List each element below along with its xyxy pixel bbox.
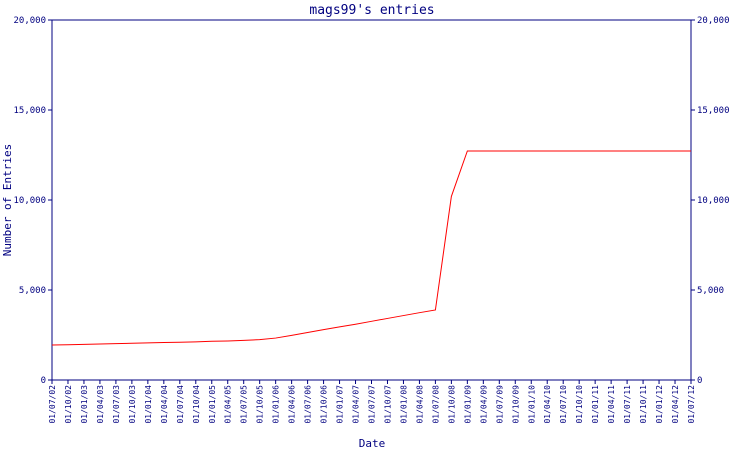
x-tick-label: 01/01/03 (80, 385, 89, 424)
x-tick-label: 01/04/04 (160, 385, 169, 424)
x-tick-label: 01/04/11 (607, 385, 616, 424)
y-tick-label: 0 (41, 376, 46, 386)
x-tick-label: 01/04/06 (288, 385, 297, 424)
x-tick-label: 01/07/11 (623, 385, 632, 424)
x-tick-label: 01/01/08 (399, 385, 408, 424)
x-tick-label: 01/07/09 (495, 385, 504, 424)
x-tick-label: 01/01/12 (655, 385, 664, 424)
x-tick-label: 01/04/10 (543, 385, 552, 424)
x-tick-label: 01/10/07 (383, 385, 392, 424)
data-line (51, 150, 691, 346)
y-tick-label: 20,000 (13, 16, 46, 26)
x-tick-label: 01/04/08 (415, 385, 424, 424)
x-tick-label: 01/10/11 (639, 385, 648, 424)
x-tick-label: 01/01/10 (527, 385, 536, 424)
x-tick-label: 01/01/11 (591, 385, 600, 424)
x-tick-label: 01/07/07 (368, 385, 377, 424)
x-tick-label: 01/10/03 (128, 385, 137, 424)
x-axis-title: Date (359, 437, 386, 450)
y-tick-label: 5,000 (19, 286, 46, 296)
y-axis-title: Number of Entries (1, 144, 14, 257)
x-tick-label: 01/01/09 (463, 385, 472, 424)
x-tick-label: 01/10/09 (511, 385, 520, 424)
x-tick-label: 01/01/07 (336, 385, 345, 424)
x-tick-label: 01/04/09 (479, 385, 488, 424)
y2-tick-label: 5,000 (697, 286, 724, 296)
y2-tick-label: 15,000 (697, 106, 730, 116)
x-tick-label: 01/07/10 (559, 385, 568, 424)
x-tick-label: 01/07/08 (431, 385, 440, 424)
x-tick-label: 01/04/12 (671, 385, 680, 424)
y-tick-label: 10,000 (13, 196, 46, 206)
x-tick-label: 01/04/07 (352, 385, 361, 424)
x-tick-label: 01/01/05 (208, 385, 217, 424)
y2-tick-label: 0 (697, 376, 702, 386)
x-tick-label: 01/07/05 (240, 385, 249, 424)
x-tick-label: 01/10/02 (64, 385, 73, 424)
x-tick-label: 01/07/02 (48, 385, 57, 424)
x-tick-label: 01/04/05 (224, 385, 233, 424)
x-tick-label: 01/01/06 (272, 385, 281, 424)
y-tick-label: 15,000 (13, 106, 46, 116)
x-tick-label: 01/07/03 (112, 385, 121, 424)
x-tick-label: 01/07/12 (687, 385, 696, 424)
x-tick-label: 01/07/06 (304, 385, 313, 424)
x-tick-label: 01/10/04 (192, 385, 201, 424)
y2-tick-label: 20,000 (697, 16, 730, 26)
x-tick-label: 01/04/03 (96, 385, 105, 424)
x-tick-label: 01/07/04 (176, 385, 185, 424)
x-tick-label: 01/10/10 (575, 385, 584, 424)
x-tick-label: 01/10/06 (320, 385, 329, 424)
x-tick-label: 01/10/08 (447, 385, 456, 424)
x-tick-label: 01/01/04 (144, 385, 153, 424)
y2-tick-label: 10,000 (697, 196, 730, 206)
chart-title: mags99's entries (309, 3, 434, 18)
x-tick-label: 01/10/05 (256, 385, 265, 424)
plot-frame (51, 19, 692, 381)
